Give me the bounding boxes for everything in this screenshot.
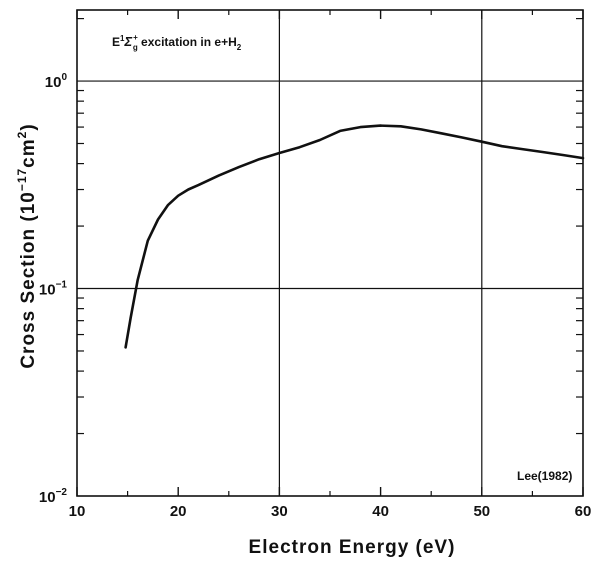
x-tick-label: 10	[69, 503, 86, 520]
series-line	[124, 124, 585, 349]
x-axis-label: Electron Energy (eV)	[249, 537, 456, 558]
x-axis-ticks: 10 20 30 40 50 60	[69, 10, 592, 520]
y-tick-label: 10−1	[39, 280, 68, 299]
plot-frame	[76, 9, 584, 497]
minor-ticks	[77, 10, 583, 496]
x-tick-label: 20	[170, 503, 187, 520]
y-axis-label: Cross Section (10−17cm2)	[15, 123, 39, 368]
y-tick-label: 10−2	[39, 487, 68, 506]
y-tick-label: 100	[45, 72, 68, 91]
source-label: Lee(1982)	[517, 469, 572, 483]
x-tick-label: 30	[271, 503, 288, 520]
x-tick-label: 40	[372, 503, 389, 520]
x-tick-label: 50	[473, 503, 490, 520]
chart-annotation: E1Σ+ g excitation in e+H2	[112, 33, 242, 52]
grid-lines	[77, 10, 583, 496]
y-axis-ticks: 100 10−1 10−2	[39, 72, 68, 506]
x-tick-label: 60	[575, 503, 592, 520]
